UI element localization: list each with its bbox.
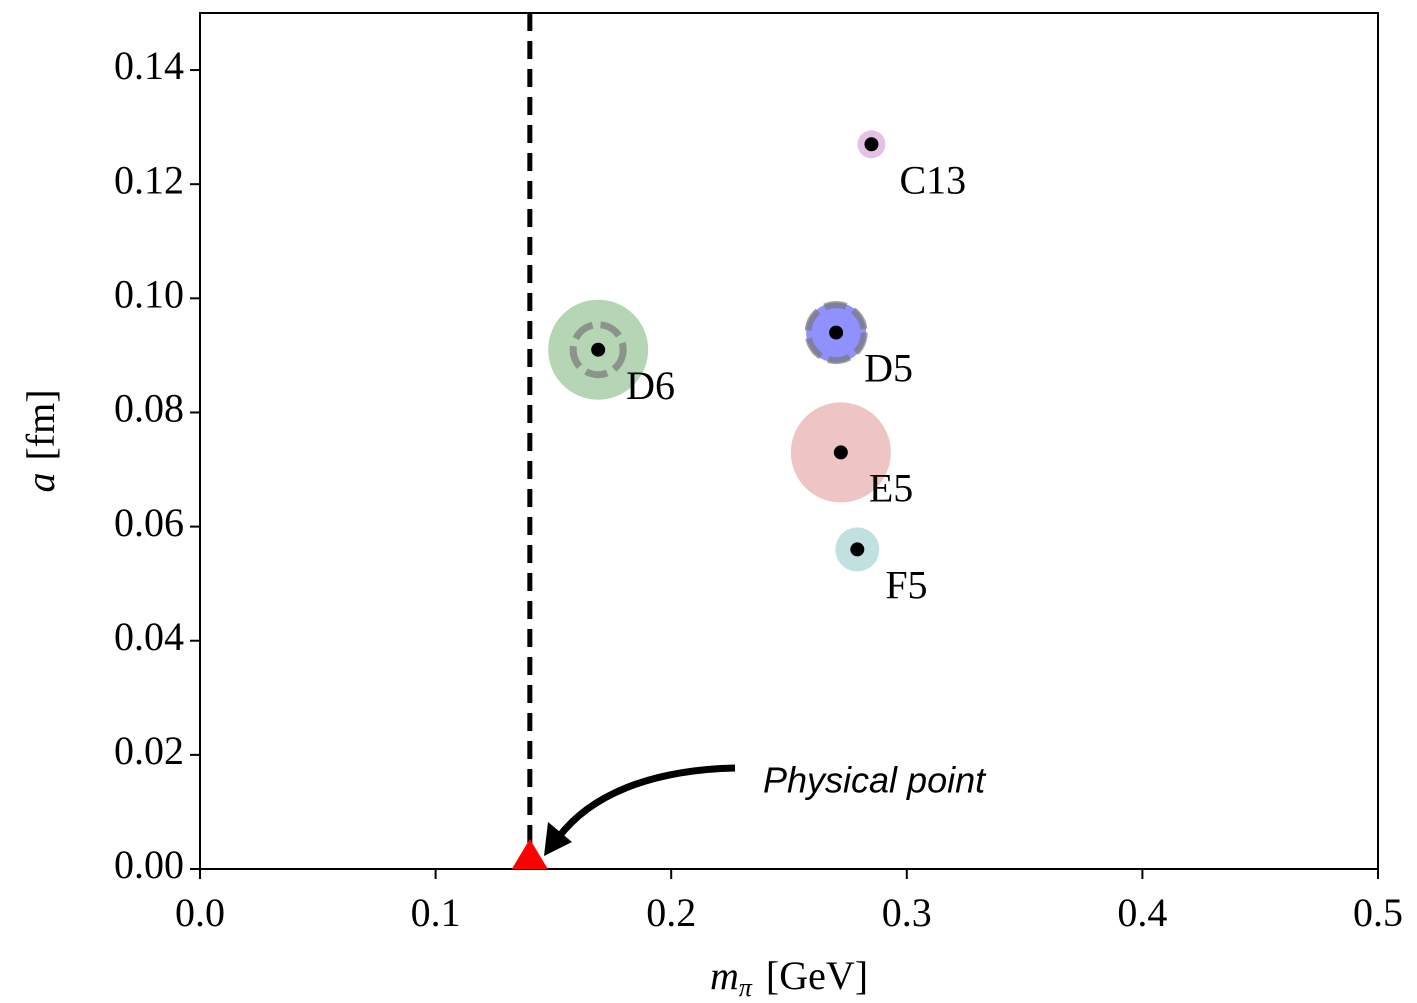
- point: [829, 325, 844, 340]
- x-label-symbol: m: [710, 953, 739, 998]
- point: [591, 342, 606, 357]
- x-label-unit: [GeV]: [766, 953, 868, 998]
- x-tick-label: 0.4: [1117, 890, 1167, 935]
- point-label: D5: [864, 346, 913, 391]
- plot-frame: [199, 12, 1379, 870]
- x-tick-label: 0.5: [1353, 890, 1403, 935]
- physical-point: [511, 839, 548, 869]
- point-label: D6: [626, 363, 675, 408]
- y-tick-label: 0.04: [114, 614, 184, 659]
- point: [864, 137, 879, 152]
- y-label-unit: [fm]: [18, 389, 63, 460]
- y-tick-label: 0.02: [114, 728, 184, 773]
- arrow: [555, 764, 736, 841]
- y-label-symbol: a: [18, 473, 63, 493]
- y-tick-label: 0.00: [114, 842, 184, 887]
- point-label: C13: [899, 157, 966, 202]
- y-tick-label: 0.10: [114, 272, 184, 317]
- x-tick-label: 0.1: [411, 890, 461, 935]
- bubble-ring: [804, 301, 868, 365]
- y-tick-label: 0.14: [114, 43, 184, 88]
- point: [850, 542, 865, 557]
- x-label-sub: π: [739, 973, 753, 1002]
- x-tick-label: 0.0: [175, 890, 225, 935]
- y-axis-label: a [fm]: [18, 389, 63, 492]
- annotation: Physical point: [763, 760, 987, 801]
- point: [833, 445, 848, 460]
- y-tick-label: 0.06: [114, 500, 184, 545]
- point-label: F5: [885, 563, 927, 608]
- y-tick-label: 0.12: [114, 157, 184, 202]
- x-tick-label: 0.3: [882, 890, 932, 935]
- arrow-head: [544, 822, 572, 856]
- y-tick-label: 0.08: [114, 386, 184, 431]
- x-axis-label: mπ [GeV]: [710, 953, 868, 1002]
- point-label: E5: [869, 466, 913, 511]
- bubble-ring: [569, 321, 627, 379]
- x-tick-label: 0.2: [646, 890, 696, 935]
